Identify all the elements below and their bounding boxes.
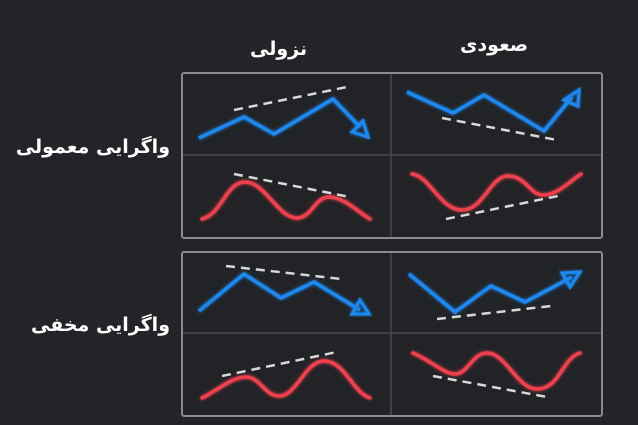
trendline [233, 172, 351, 199]
trendline [233, 85, 348, 112]
trendline [432, 374, 548, 399]
price-line-bullish [407, 272, 573, 315]
row-label-regular-divergence: واگرایی معمولی [15, 136, 170, 158]
regular-divergence-panel [181, 72, 603, 239]
trendline [445, 194, 559, 221]
trendline [225, 264, 342, 281]
trendline [221, 350, 338, 378]
trendline [436, 304, 552, 321]
row-label-hidden-divergence: واگرایی مخفی [30, 314, 170, 336]
arrow-down-icon [349, 118, 371, 140]
panel-frame [181, 251, 603, 417]
indicator-line-bullish [410, 172, 583, 212]
column-header-bearish: نزولی [250, 38, 308, 60]
indicator-line-bearish [200, 359, 372, 400]
column-header-bullish: صعودی [460, 34, 529, 56]
arrow-up-icon [560, 87, 581, 109]
indicator-line-bullish [411, 351, 582, 391]
indicator-line-bearish [200, 180, 372, 221]
hidden-divergence-panel [181, 251, 603, 417]
trendline [441, 116, 558, 142]
arrow-down-icon [349, 297, 372, 316]
arrow-up-icon [559, 270, 583, 290]
price-line-bullish [406, 90, 574, 134]
price-line-bearish [197, 271, 361, 313]
price-line-bearish [198, 96, 362, 140]
